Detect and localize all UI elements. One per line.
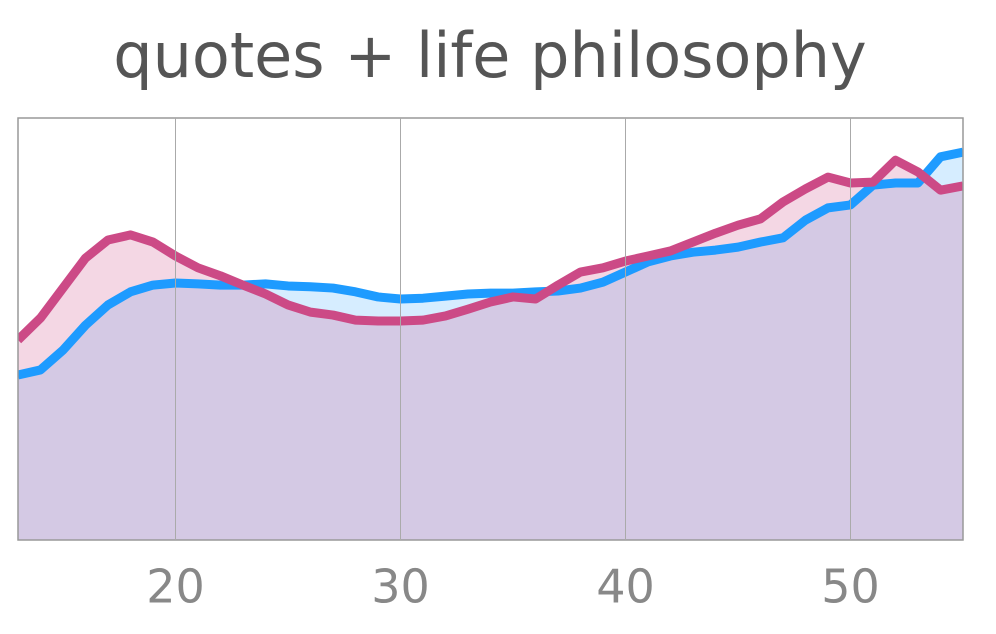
area xyxy=(18,160,963,540)
chart-title: quotes + life philosophy xyxy=(113,19,866,92)
x-tick-label: 30 xyxy=(371,560,430,614)
x-tick-label: 50 xyxy=(821,560,880,614)
x-tick-label: 20 xyxy=(146,560,205,614)
x-tick-label: 40 xyxy=(596,560,655,614)
plot-area xyxy=(18,147,963,540)
plot-frame xyxy=(17,117,964,541)
